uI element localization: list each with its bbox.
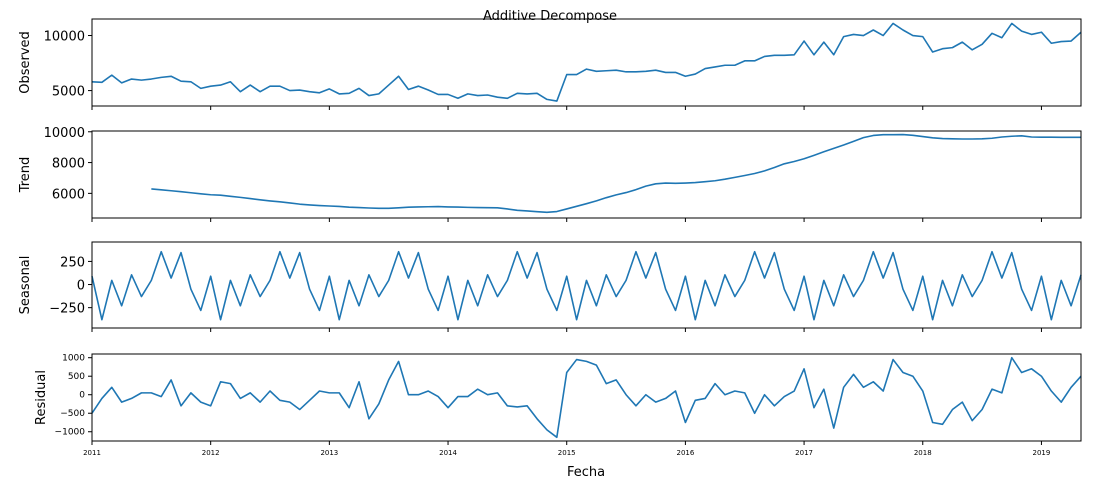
trend-ytick-label: 10000 bbox=[44, 126, 85, 141]
residual-axes-frame bbox=[91, 353, 1082, 442]
panel-seasonal: −250 0 250 Seasonal bbox=[18, 241, 1082, 332]
trend-axes-frame bbox=[91, 130, 1082, 219]
residual-ytick-label: 1000 bbox=[62, 354, 85, 364]
xtick-label-2018: 2018 bbox=[914, 449, 932, 457]
xtick-label-2011: 2011 bbox=[83, 449, 101, 457]
seasonal-series-line bbox=[91, 250, 1082, 321]
xtick-label-2019: 2019 bbox=[1033, 449, 1051, 457]
seasonal-axes-frame bbox=[91, 241, 1082, 329]
x-axis-label: Fecha bbox=[567, 465, 605, 480]
residual-ytick-label: 0 bbox=[79, 391, 85, 401]
residual-axis-label: Residual bbox=[34, 370, 49, 425]
xtick-label-2015: 2015 bbox=[558, 449, 576, 457]
trend-series-line bbox=[151, 133, 1081, 214]
seasonal-ytick-label: −250 bbox=[49, 302, 85, 317]
xtick-label-2017: 2017 bbox=[795, 449, 813, 457]
chart-title: Additive Decompose bbox=[483, 9, 617, 24]
seasonal-axis-label: Seasonal bbox=[18, 256, 33, 315]
observed-ytick-label: 5000 bbox=[52, 85, 85, 100]
xtick-label-2014: 2014 bbox=[439, 449, 457, 457]
observed-axes-frame bbox=[91, 18, 1082, 107]
panel-trend: 6000 8000 10000 Trend bbox=[18, 126, 1082, 222]
residual-ytick-label: −1000 bbox=[55, 428, 86, 438]
observed-series-line bbox=[91, 22, 1082, 102]
trend-ytick-label: 8000 bbox=[52, 157, 85, 172]
residual-ytick-label: 500 bbox=[68, 372, 85, 382]
panel-observed: 5000 10000 Observed bbox=[18, 18, 1082, 110]
trend-axis-label: Trend bbox=[18, 157, 33, 194]
xtick-label-2013: 2013 bbox=[320, 449, 338, 457]
panel-residual: −1000 −500 0 500 1000 Residual 2011 2012 2013 201… bbox=[34, 353, 1082, 457]
residual-ytick-label: −500 bbox=[60, 409, 85, 419]
seasonal-ytick-label: 250 bbox=[60, 255, 85, 270]
xtick-label-2012: 2012 bbox=[202, 449, 220, 457]
seasonal-ytick-label: 0 bbox=[77, 279, 85, 294]
panels-group: 500010000Observed6000800010000Trend−2500… bbox=[18, 18, 1082, 457]
observed-axis-label: Observed bbox=[18, 31, 33, 94]
trend-ytick-label: 6000 bbox=[52, 187, 85, 202]
observed-ytick-label: 10000 bbox=[44, 30, 85, 45]
xtick-label-2016: 2016 bbox=[676, 449, 694, 457]
residual-series-line bbox=[91, 356, 1082, 439]
